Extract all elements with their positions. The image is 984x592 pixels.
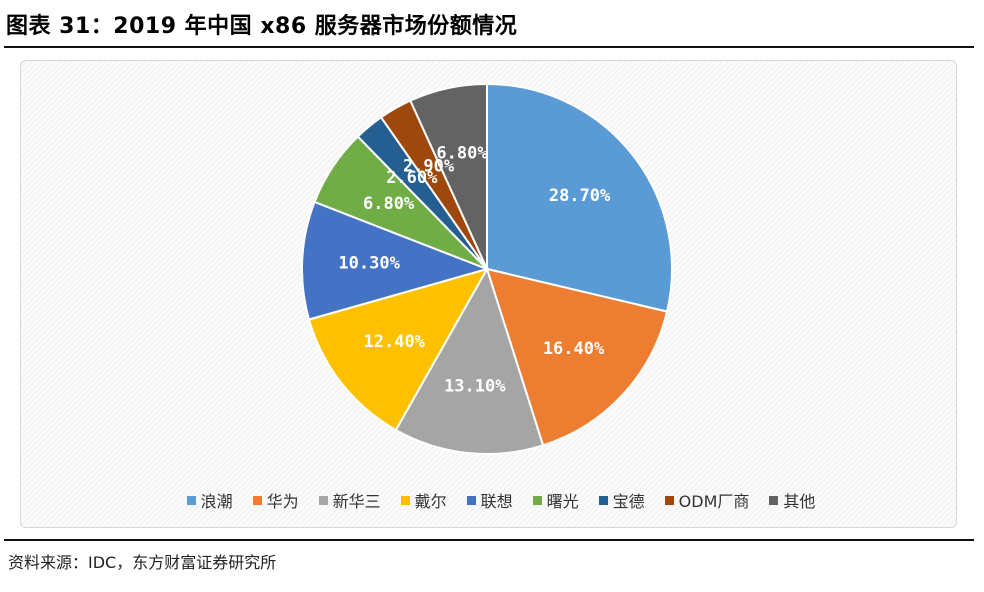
chart-area: 28.70% 16.40% 13.10% 12.40% 10.30% 6.80% 2.60%… <box>20 60 957 528</box>
slice-label-8: 2.90% <box>403 157 455 177</box>
legend-swatch <box>466 495 476 505</box>
legend-swatch <box>252 495 262 505</box>
source-rule <box>4 539 974 541</box>
legend-label: 戴尔 <box>414 492 447 511</box>
legend-item-5: 联想 <box>466 488 513 512</box>
legend-label: 宝德 <box>612 492 645 511</box>
legend-label: 新华三 <box>332 492 381 511</box>
pie-slice-5 <box>301 200 491 321</box>
pie-slice-4 <box>307 267 490 432</box>
legend-item-2: 华为 <box>252 488 299 512</box>
title-rule <box>4 46 974 48</box>
pie-chart: 28.70% 16.40% 13.10% 12.40% 10.30% 6.80% 2.60%… <box>301 82 673 455</box>
slice-label-4: 12.40% <box>364 332 426 352</box>
legend-label: 其他 <box>783 492 816 511</box>
legend-label: 联想 <box>480 492 513 511</box>
legend-swatch <box>186 495 196 505</box>
slice-label-3: 13.10% <box>444 376 506 396</box>
pie-slice-2 <box>485 267 669 447</box>
legend-item-4: 戴尔 <box>400 488 447 512</box>
pie-slice-1 <box>486 82 673 313</box>
slice-label-6: 6.80% <box>363 194 415 214</box>
legend-label: ODM厂商 <box>678 492 750 511</box>
legend-item-1: 浪潮 <box>186 488 233 512</box>
legend-item-3: 新华三 <box>318 488 381 512</box>
legend-label: 浪潮 <box>200 492 233 511</box>
legend-item-9: 其他 <box>769 488 815 512</box>
source-note: 资料来源：IDC，东方财富证券研究所 <box>8 553 277 572</box>
legend-label: 曙光 <box>546 492 579 511</box>
legend-item-7: 宝德 <box>598 488 645 512</box>
legend-item-8: ODM厂商 <box>664 488 750 512</box>
legend-label: 华为 <box>266 492 299 511</box>
slice-label-1: 28.70% <box>549 186 611 206</box>
chart-legend: 浪潮 华为 新华三 戴尔 联想 曙光 宝德 ODM厂商 其他 <box>141 487 861 513</box>
slice-label-7: 2.60% <box>386 168 438 188</box>
legend-item-6: 曙光 <box>532 488 579 512</box>
legend-swatch <box>598 495 608 505</box>
legend-swatch <box>318 495 328 505</box>
legend-swatch <box>532 495 542 505</box>
legend-swatch <box>664 495 674 505</box>
legend-swatch <box>769 495 779 505</box>
slice-label-9: 6.80% <box>436 144 488 164</box>
slice-label-2: 16.40% <box>543 339 605 359</box>
figure-title: 图表 31：2019 年中国 x86 服务器市场份额情况 <box>6 14 518 39</box>
legend-swatch <box>400 495 410 505</box>
slice-label-5: 10.30% <box>338 253 400 273</box>
pie-slice-3 <box>394 266 545 455</box>
pie-slice-9 <box>409 82 488 270</box>
